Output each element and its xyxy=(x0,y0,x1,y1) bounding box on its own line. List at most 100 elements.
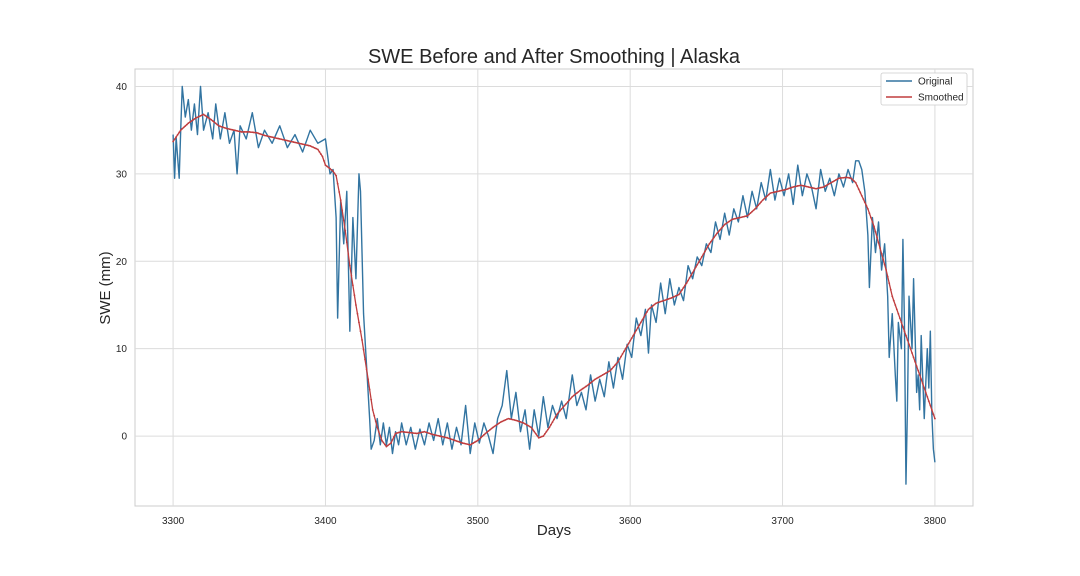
smoothed-point xyxy=(784,188,787,191)
smoothed-point xyxy=(929,404,932,407)
smoothed-point xyxy=(362,348,365,351)
smoothed-point xyxy=(243,131,246,133)
smoothed-point xyxy=(262,134,264,136)
smoothed-point xyxy=(510,418,513,421)
smoothed-point xyxy=(757,204,760,207)
smoothed-point xyxy=(725,222,728,225)
smoothed-point xyxy=(810,186,813,189)
smoothed-point xyxy=(915,365,918,368)
smoothed-point xyxy=(798,184,801,187)
smoothed-point xyxy=(603,373,606,375)
smoothed-point xyxy=(612,366,615,368)
smoothed-point xyxy=(443,436,446,439)
smoothed-point xyxy=(516,419,519,422)
smoothed-point xyxy=(682,286,685,289)
smoothed-point xyxy=(565,402,568,405)
smoothed-point xyxy=(924,391,927,394)
smoothed-point xyxy=(429,432,432,435)
smoothed-point xyxy=(653,303,656,306)
smoothed-point xyxy=(778,190,781,192)
smoothed-point xyxy=(199,114,202,117)
smoothed-point xyxy=(214,122,217,125)
smoothed-point xyxy=(615,362,618,365)
smoothed-point xyxy=(569,397,572,400)
y-tick-label: 20 xyxy=(116,257,128,268)
smoothed-point xyxy=(586,384,589,387)
smoothed-point xyxy=(728,220,731,223)
smoothed-point xyxy=(742,215,744,218)
smoothed-point xyxy=(228,128,231,131)
smoothed-point xyxy=(833,179,836,182)
smoothed-point xyxy=(298,142,301,145)
smoothed-point xyxy=(473,441,476,444)
smoothed-point xyxy=(731,218,734,221)
smoothed-point xyxy=(710,240,712,243)
x-tick-label: 3400 xyxy=(314,516,337,527)
smoothed-point xyxy=(860,194,863,197)
smoothed-point xyxy=(390,442,392,444)
smoothed-point xyxy=(617,360,619,363)
smoothed-point xyxy=(908,343,910,346)
smoothed-point xyxy=(213,121,216,124)
smoothed-point xyxy=(838,177,840,180)
smoothed-point xyxy=(804,185,807,188)
smoothed-point xyxy=(178,131,181,134)
smoothed-point xyxy=(483,433,485,436)
smoothed-point xyxy=(809,186,811,189)
smoothed-point xyxy=(272,136,275,139)
smoothed-markers xyxy=(172,113,936,448)
smoothed-point xyxy=(356,312,359,315)
smoothed-point xyxy=(885,269,888,271)
smoothed-point xyxy=(882,258,885,260)
smoothed-point xyxy=(909,347,912,350)
smoothed-point xyxy=(670,297,673,299)
smoothed-point xyxy=(524,422,526,425)
smoothed-point xyxy=(738,216,741,219)
smoothed-point xyxy=(620,355,622,358)
smoothed-point xyxy=(489,428,491,431)
smoothed-point xyxy=(527,424,529,427)
smoothed-point xyxy=(772,191,775,194)
smoothed-point xyxy=(451,438,453,441)
smoothed-point xyxy=(705,248,708,250)
smoothed-point xyxy=(598,375,601,378)
smoothed-point xyxy=(691,271,694,274)
legend: Original Smoothed xyxy=(880,72,968,106)
smoothed-point xyxy=(633,332,636,334)
smoothed-point xyxy=(932,413,935,416)
smoothed-point xyxy=(242,131,245,133)
smoothed-point xyxy=(842,176,845,179)
smoothed-point xyxy=(257,132,260,135)
smoothed-point xyxy=(889,288,892,291)
smoothed-point xyxy=(533,430,536,433)
smoothed-point xyxy=(222,126,225,129)
smoothed-point xyxy=(827,183,830,186)
smoothed-point xyxy=(627,342,630,345)
smoothed-point xyxy=(769,192,772,195)
smoothed-point xyxy=(844,176,846,179)
smoothed-point xyxy=(263,134,266,137)
smoothed-point xyxy=(522,422,525,424)
smoothed-point xyxy=(752,209,755,212)
smoothed-point xyxy=(260,133,263,136)
smoothed-point xyxy=(376,426,379,429)
smoothed-point xyxy=(886,275,889,278)
series-layer xyxy=(172,85,936,485)
smoothed-point xyxy=(793,185,796,188)
smoothed-point xyxy=(632,334,635,337)
smoothed-point xyxy=(560,408,563,410)
smoothed-point xyxy=(515,419,517,422)
x-tick-label: 3800 xyxy=(924,516,947,527)
smoothed-point xyxy=(684,284,686,287)
smoothed-point xyxy=(223,127,226,129)
smoothed-point xyxy=(295,141,298,144)
smoothed-point xyxy=(540,435,543,438)
smoothed-point xyxy=(472,442,475,444)
smoothed-point xyxy=(528,425,531,428)
smoothed-point xyxy=(748,213,750,216)
smoothed-point xyxy=(175,136,178,138)
smoothed-point xyxy=(268,135,270,138)
smoothed-point xyxy=(926,395,929,398)
smoothed-point xyxy=(309,145,312,147)
smoothed-point xyxy=(281,138,284,141)
